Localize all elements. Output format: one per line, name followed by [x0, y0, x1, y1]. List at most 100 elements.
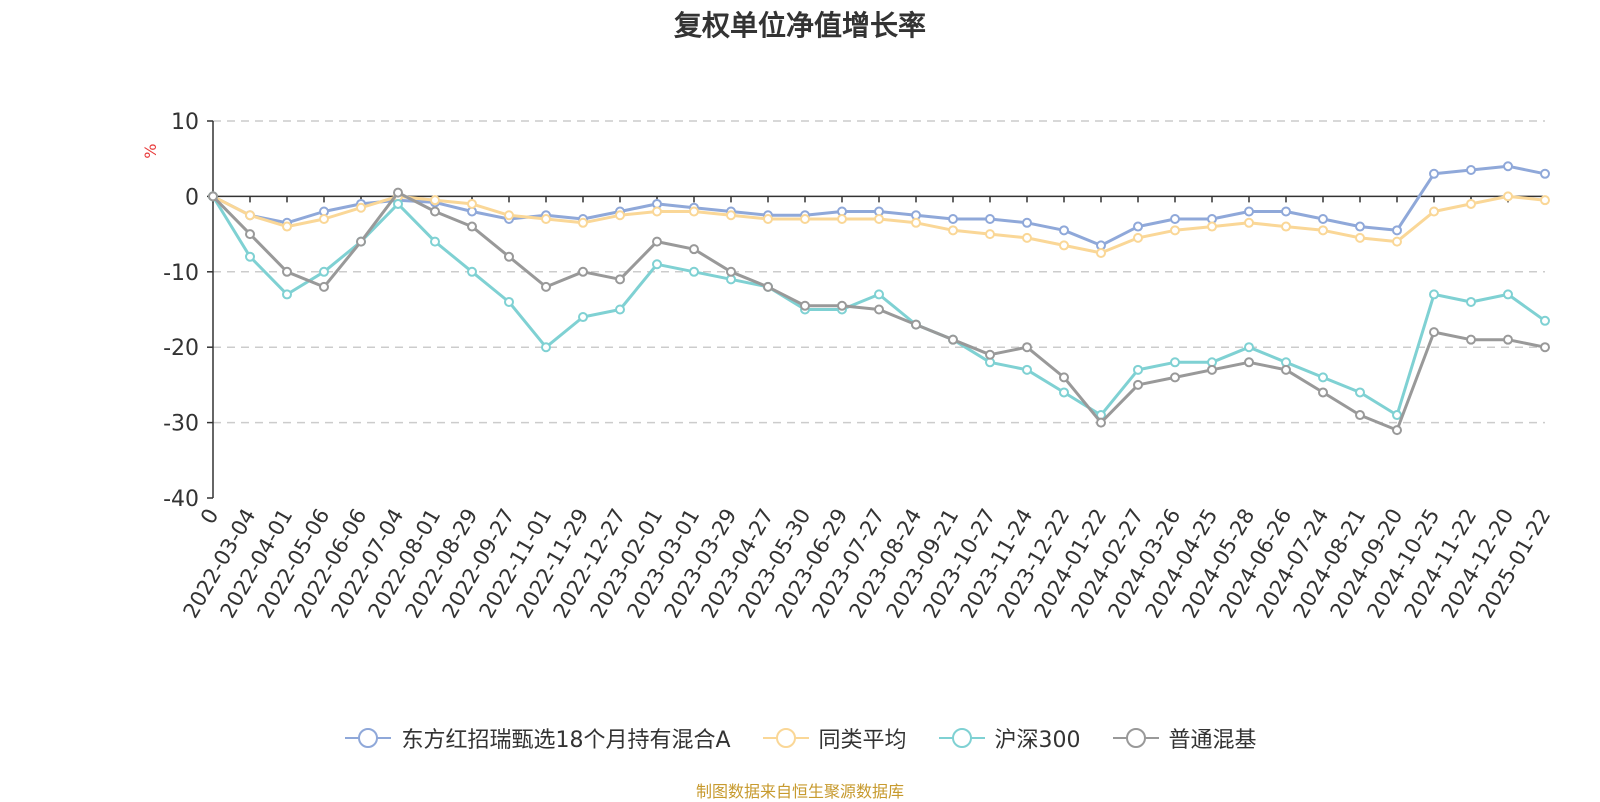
- data-point: [1022, 232, 1032, 243]
- data-point: [541, 281, 551, 292]
- data-point: [1540, 342, 1550, 353]
- data-point: [652, 236, 662, 247]
- data-point: [763, 281, 773, 292]
- data-point: [1466, 198, 1476, 209]
- chart-legend: 东方红招瑞甄选18个月持有混合A 同类平均 沪深300 普通混基: [0, 722, 1600, 754]
- data-point: [1318, 372, 1328, 383]
- legend-item[interactable]: 东方红招瑞甄选18个月持有混合A: [343, 722, 731, 754]
- data-point: [615, 304, 625, 315]
- data-point: [1244, 206, 1254, 217]
- data-point: [948, 334, 958, 345]
- data-point: [652, 259, 662, 270]
- data-point: [1429, 206, 1439, 217]
- data-point: [1429, 168, 1439, 179]
- source-note: 制图数据来自恒生聚源数据库: [695, 782, 904, 801]
- data-point: [911, 319, 921, 330]
- legend-label: 普通混基: [1168, 728, 1257, 753]
- legend-label: 同类平均: [818, 728, 907, 753]
- data-point: [245, 210, 255, 221]
- data-point: [1059, 387, 1069, 398]
- data-point: [393, 198, 403, 209]
- data-point: [356, 202, 366, 213]
- data-point: [1429, 327, 1439, 338]
- data-point: [948, 214, 958, 225]
- data-point: [1096, 417, 1106, 428]
- data-point: [1466, 334, 1476, 345]
- data-point: [1244, 217, 1254, 228]
- data-point: [1540, 168, 1550, 179]
- data-point: [1059, 225, 1069, 236]
- data-point: [504, 251, 514, 262]
- data-point: [1392, 225, 1402, 236]
- data-point: [1059, 372, 1069, 383]
- data-point: [1281, 364, 1291, 375]
- data-point: [467, 198, 477, 209]
- data-point: [430, 206, 440, 217]
- data-point: [1133, 379, 1143, 390]
- data-point: [541, 342, 551, 353]
- legend-swatch-icon: [938, 728, 985, 748]
- data-point: [504, 296, 514, 307]
- data-point: [985, 229, 995, 240]
- legend-swatch-icon: [345, 728, 392, 748]
- data-point: [1318, 225, 1328, 236]
- data-point: [615, 274, 625, 285]
- data-point: [1022, 364, 1032, 375]
- legend-item[interactable]: 沪深300: [937, 722, 1081, 754]
- data-point: [356, 236, 366, 247]
- data-point: [1540, 195, 1550, 206]
- data-point: [1503, 334, 1513, 345]
- data-point: [1466, 165, 1476, 176]
- y-tick-label: -20: [163, 336, 199, 361]
- data-point: [874, 214, 884, 225]
- data-point: [319, 266, 329, 277]
- data-point: [1392, 236, 1402, 247]
- data-point: [578, 217, 588, 228]
- data-point: [1244, 342, 1254, 353]
- y-tick-label: -10: [163, 261, 199, 286]
- data-point: [1170, 372, 1180, 383]
- data-point: [1170, 225, 1180, 236]
- data-point: [504, 210, 514, 221]
- data-point: [985, 214, 995, 225]
- data-point: [1281, 221, 1291, 232]
- data-point: [541, 214, 551, 225]
- data-point: [1022, 217, 1032, 228]
- legend-item[interactable]: 同类平均: [761, 722, 907, 754]
- data-point: [1244, 357, 1254, 368]
- data-point: [1355, 221, 1365, 232]
- data-point: [1281, 206, 1291, 217]
- legend-label: 东方红招瑞甄选18个月持有混合A: [401, 728, 731, 753]
- data-point: [1207, 221, 1217, 232]
- data-point: [1392, 425, 1402, 436]
- legend-item[interactable]: 普通混基: [1111, 722, 1257, 754]
- data-point: [1503, 191, 1513, 202]
- data-point: [1466, 296, 1476, 307]
- data-point: [652, 206, 662, 217]
- data-point: [1429, 289, 1439, 300]
- data-point: [800, 214, 810, 225]
- data-point: [1540, 315, 1550, 326]
- data-point: [874, 289, 884, 300]
- data-point: [1355, 410, 1365, 421]
- data-point: [837, 300, 847, 311]
- data-point: [1022, 342, 1032, 353]
- data-point: [726, 210, 736, 221]
- data-point: [837, 214, 847, 225]
- data-point: [800, 300, 810, 311]
- data-point: [689, 244, 699, 255]
- data-point: [1503, 289, 1513, 300]
- data-point: [282, 266, 292, 277]
- data-point: [245, 251, 255, 262]
- data-point: [1133, 221, 1143, 232]
- data-point: [689, 266, 699, 277]
- data-point: [319, 214, 329, 225]
- data-point: [578, 312, 588, 323]
- data-point: [1133, 232, 1143, 243]
- data-point: [393, 187, 403, 198]
- data-point: [467, 221, 477, 232]
- data-point: [430, 195, 440, 206]
- data-point: [208, 191, 218, 202]
- data-point: [985, 349, 995, 360]
